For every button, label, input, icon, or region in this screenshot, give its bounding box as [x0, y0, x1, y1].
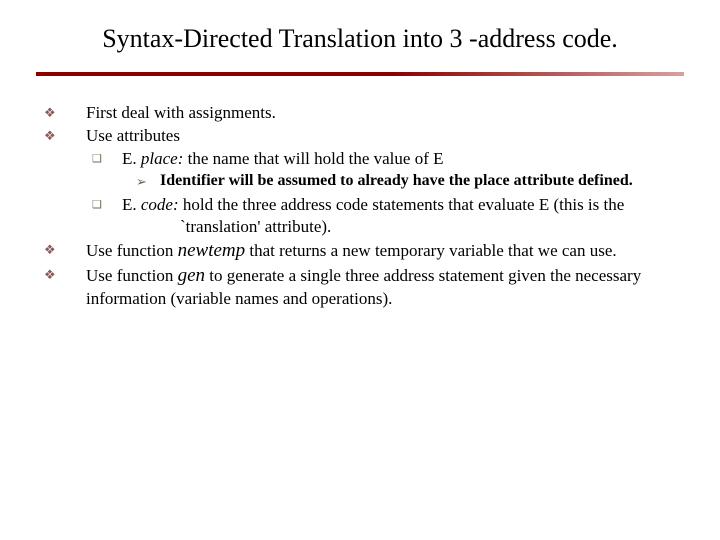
text-pre: Use function — [86, 241, 178, 260]
diamond-bullet-icon: ❖ — [44, 239, 86, 263]
square-bullet-icon: ❑ — [86, 148, 122, 170]
square-bullet-icon: ❑ — [86, 194, 122, 238]
bullet-text: Use function gen to generate a single th… — [86, 264, 684, 310]
func-name: gen — [178, 265, 205, 286]
sub-bullet-item-2a: ❑ E. place: the name that will hold the … — [86, 148, 684, 170]
text-post: hold the three address code statements t… — [179, 195, 625, 236]
func-name: newtemp — [178, 240, 246, 261]
text-post: the name that will hold the value of E — [183, 149, 443, 168]
diamond-bullet-icon: ❖ — [44, 125, 86, 147]
sub-bullet-item-2b: ❑ E. code: hold the three address code s… — [86, 194, 684, 238]
bullet-item-2: ❖ Use attributes — [44, 125, 684, 147]
attr-name: code: — [141, 195, 179, 214]
slide-container: Syntax-Directed Translation into 3 -addr… — [0, 0, 720, 540]
diamond-bullet-icon: ❖ — [44, 264, 86, 310]
bullet-item-1: ❖ First deal with assignments. — [44, 102, 684, 124]
subsub-bullet-item-2a1: ➢ Identifier will be assumed to already … — [136, 171, 684, 193]
text-pre: E. — [122, 149, 141, 168]
text-pre: Use function — [86, 266, 178, 285]
bullet-text: E. place: the name that will hold the va… — [122, 148, 684, 170]
slide-title: Syntax-Directed Translation into 3 -addr… — [36, 24, 684, 54]
text-post: that returns a new temporary variable th… — [245, 241, 617, 260]
bullet-item-3: ❖ Use function newtemp that returns a ne… — [44, 239, 684, 263]
arrow-bullet-icon: ➢ — [136, 171, 160, 193]
diamond-bullet-icon: ❖ — [44, 102, 86, 124]
bullet-text: Use attributes — [86, 125, 684, 147]
bullet-text: E. code: hold the three address code sta… — [122, 194, 684, 238]
content-area: ❖ First deal with assignments. ❖ Use att… — [36, 102, 684, 310]
bullet-text: First deal with assignments. — [86, 102, 684, 124]
horizontal-rule — [36, 72, 684, 76]
bullet-text: Identifier will be assumed to already ha… — [160, 171, 684, 193]
text-pre: E. — [122, 195, 141, 214]
bullet-text: Use function newtemp that returns a new … — [86, 239, 684, 263]
attr-name: place: — [141, 149, 183, 168]
bullet-item-4: ❖ Use function gen to generate a single … — [44, 264, 684, 310]
